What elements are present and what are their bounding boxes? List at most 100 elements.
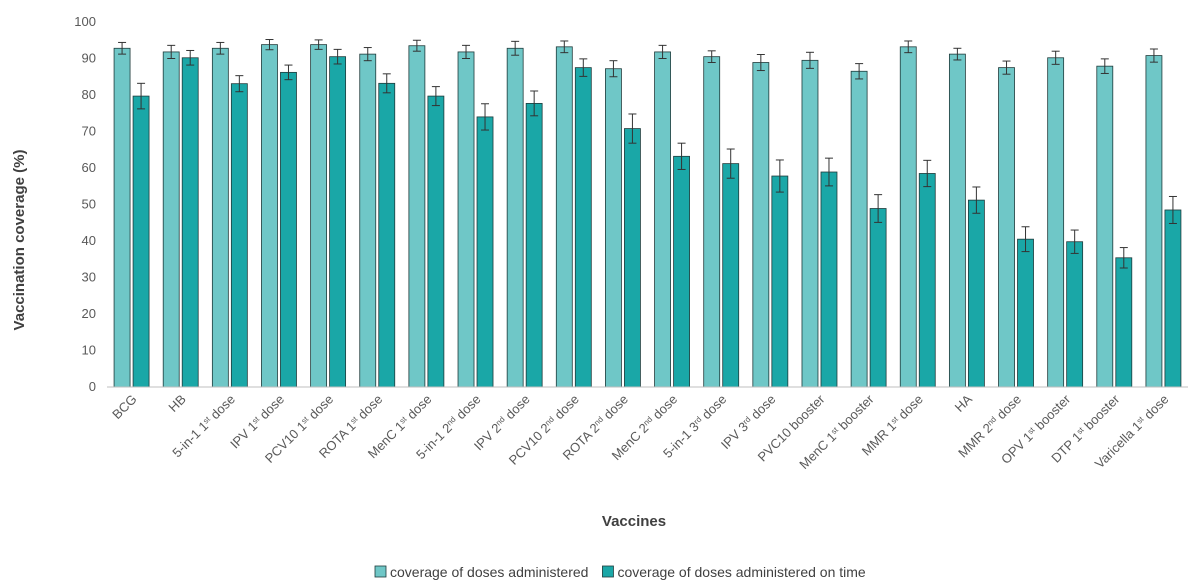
bar-on-time (181, 57, 199, 388)
bar-on-time (525, 102, 543, 388)
error-bar (677, 142, 686, 170)
bar-administered (261, 44, 278, 388)
y-tick-label: 0 (89, 379, 96, 394)
bar-administered (605, 68, 622, 388)
y-axis-title: Vaccination coverage (%) (11, 150, 28, 331)
bar-on-time (329, 56, 347, 388)
error-bar (235, 75, 244, 93)
bar-on-time (771, 175, 789, 388)
bar-administered (211, 47, 229, 388)
bar-administered (654, 51, 671, 388)
y-tick-label: 80 (82, 87, 96, 102)
bar-administered (899, 46, 917, 388)
bar-administered (1096, 65, 1114, 388)
error-bar (923, 159, 932, 188)
y-tick-label: 100 (74, 14, 96, 29)
error-bar (1119, 247, 1128, 269)
y-tick-label: 60 (82, 160, 96, 175)
legend-label: coverage of doses administered on time (617, 564, 865, 580)
error-bar (874, 194, 883, 223)
y-tick-label: 10 (82, 343, 96, 358)
error-bar (953, 47, 962, 61)
bar-on-time (280, 71, 297, 388)
legend-swatch (602, 565, 614, 578)
error-bar (530, 90, 539, 117)
error-bar (431, 86, 440, 107)
error-bar (1002, 60, 1011, 75)
error-bar (1149, 48, 1158, 63)
bar-on-time (1115, 257, 1133, 388)
error-bars-layer (118, 39, 1177, 269)
y-tick-label: 20 (82, 306, 96, 321)
bar-on-time (1164, 209, 1182, 388)
bar-administered (506, 47, 524, 388)
bar-on-time (967, 199, 985, 388)
error-bar (707, 50, 716, 64)
bar-on-time (869, 208, 887, 388)
error-bar (382, 73, 391, 94)
bar-on-time (820, 171, 838, 388)
error-bar (284, 64, 293, 81)
bar-on-time (132, 95, 150, 388)
y-tick-label: 50 (82, 197, 96, 212)
bar-administered (162, 51, 180, 388)
x-tick-label: BCG (109, 392, 140, 423)
bar-on-time (624, 128, 641, 388)
error-bar (560, 40, 569, 54)
error-bar (462, 44, 471, 59)
bar-administered (703, 56, 721, 388)
legend-swatch (374, 565, 387, 578)
bar-administered (408, 45, 426, 388)
error-bar (265, 39, 274, 51)
bar-administered (850, 70, 868, 388)
error-bar (756, 53, 765, 72)
bars-layer (113, 44, 1182, 388)
bar-administered (359, 53, 377, 388)
error-bar (658, 44, 667, 59)
error-bar (579, 58, 588, 77)
error-bar (805, 51, 814, 69)
error-bar (1021, 226, 1030, 253)
y-axis-ticks: 0 10 20 30 40 50 60 70 80 90 100 (74, 14, 96, 394)
error-bar (1168, 195, 1177, 224)
error-bar (904, 40, 913, 54)
bar-on-time (722, 163, 740, 388)
legend-label: coverage of doses administered (390, 564, 588, 580)
bar-administered (310, 44, 328, 388)
bar-administered (1145, 55, 1163, 388)
error-bar (216, 41, 225, 55)
error-bar (314, 39, 323, 50)
bar-administered (948, 53, 966, 388)
error-bar (609, 60, 618, 78)
x-tick-label: HB (165, 392, 188, 415)
bar-administered (801, 59, 819, 388)
bar-administered (113, 47, 131, 388)
error-bar (412, 39, 421, 52)
error-bar (1070, 229, 1079, 254)
bar-on-time (427, 95, 445, 388)
bar-administered (998, 67, 1015, 388)
bar-on-time (918, 173, 936, 388)
bar-on-time (476, 116, 494, 388)
error-bar (775, 159, 784, 193)
error-bar (628, 113, 637, 144)
error-bar (1051, 50, 1060, 65)
y-tick-label: 30 (82, 270, 96, 285)
error-bar (363, 47, 372, 62)
bar-on-time (673, 155, 690, 388)
legend: coverage of doses administered coverage o… (374, 564, 866, 580)
error-bar (855, 63, 864, 80)
x-axis-title: Vaccines (602, 513, 666, 530)
bar-on-time (230, 83, 248, 388)
y-tick-label: 70 (82, 124, 96, 139)
bar-administered (752, 62, 770, 388)
error-bar (972, 186, 981, 214)
error-bar (511, 40, 520, 56)
error-bar (333, 48, 342, 65)
error-bar (186, 49, 195, 66)
bar-on-time (574, 67, 592, 388)
error-bar (726, 148, 735, 179)
bar-on-time (378, 82, 396, 388)
bar-on-time (1066, 241, 1084, 388)
